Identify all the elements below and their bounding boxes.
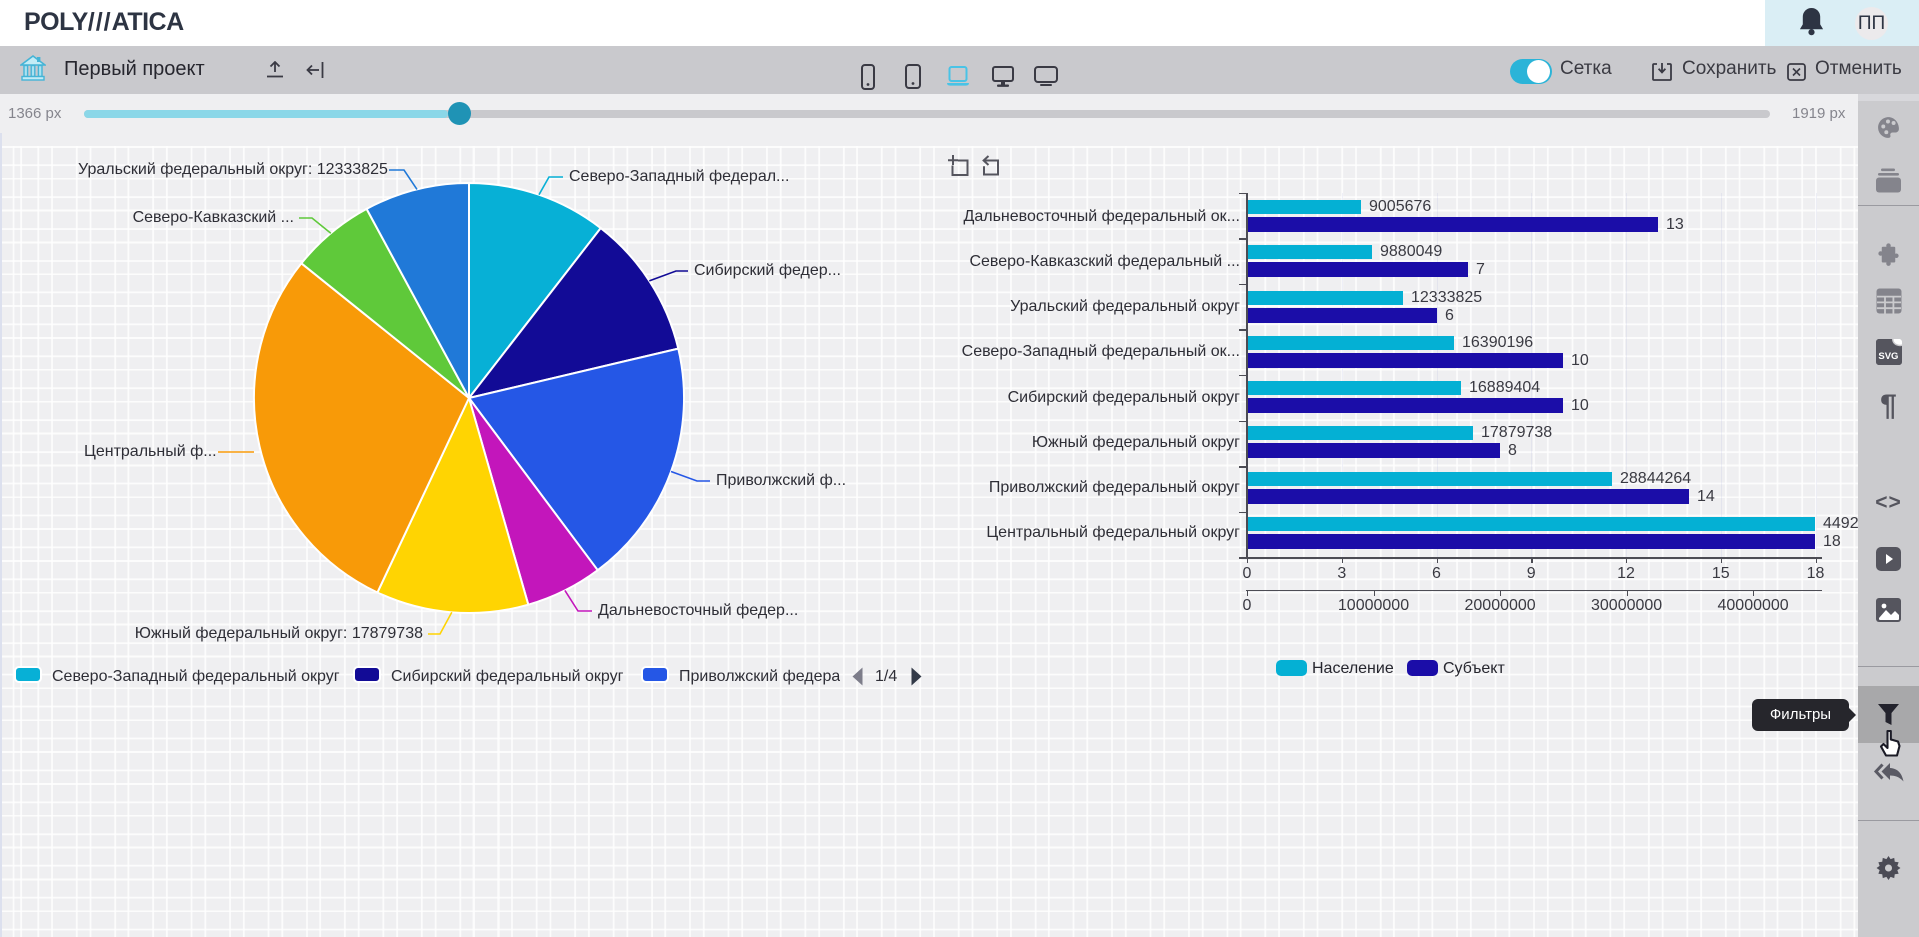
svg-text:SVG: SVG	[1878, 351, 1898, 362]
